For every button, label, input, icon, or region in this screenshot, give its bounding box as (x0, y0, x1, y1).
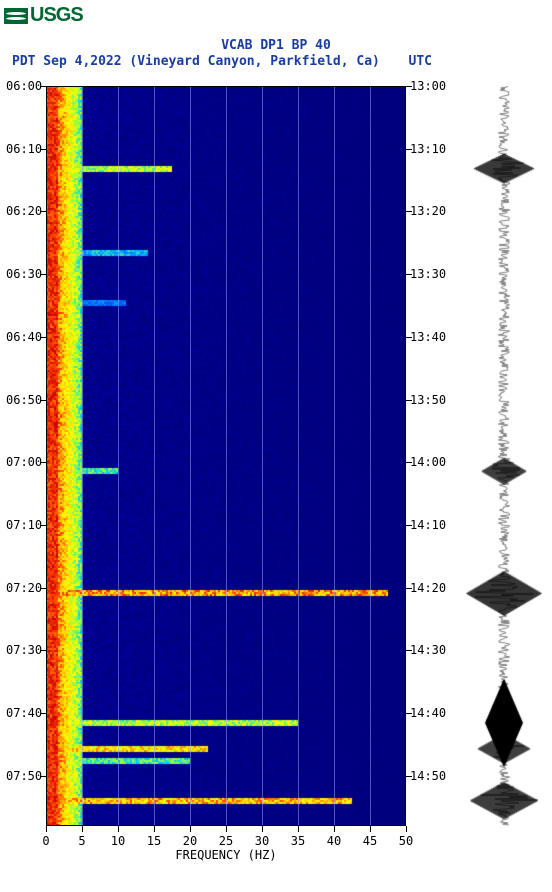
x-tick-label: 45 (363, 834, 377, 848)
pdt-tick-label: 06:10 (6, 142, 42, 156)
x-tick-label: 20 (183, 834, 197, 848)
pdt-tick-label: 06:20 (6, 204, 42, 218)
chart-title: VCAB DP1 BP 40 (0, 38, 552, 53)
utc-tick-label: 13:20 (410, 204, 446, 218)
utc-tick-label: 14:30 (410, 643, 446, 657)
x-tick-label: 40 (327, 834, 341, 848)
utc-tick-label: 14:40 (410, 706, 446, 720)
utc-tick-label: 14:50 (410, 769, 446, 783)
x-tick-label: 5 (78, 834, 85, 848)
x-tick-label: 35 (291, 834, 305, 848)
pdt-tick-label: 07:20 (6, 581, 42, 595)
x-tick-label: 50 (399, 834, 413, 848)
x-tick-label: 0 (42, 834, 49, 848)
usgs-logo: USGS (4, 4, 83, 27)
logo-wave-icon (4, 8, 28, 24)
pdt-tick-label: 06:30 (6, 267, 42, 281)
utc-tick-label: 13:50 (410, 393, 446, 407)
utc-tick-label: 14:00 (410, 455, 446, 469)
pdt-tick-label: 07:50 (6, 769, 42, 783)
utc-tick-label: 13:40 (410, 330, 446, 344)
x-tick-label: 15 (147, 834, 161, 848)
seismogram-canvas (464, 86, 544, 826)
seismogram-trace (464, 86, 544, 826)
pdt-tick-label: 06:00 (6, 79, 42, 93)
x-tick-label: 30 (255, 834, 269, 848)
pdt-tick-label: 07:40 (6, 706, 42, 720)
pdt-tick-label: 06:40 (6, 330, 42, 344)
utc-tick-label: 14:20 (410, 581, 446, 595)
x-tick-label: 25 (219, 834, 233, 848)
pdt-tick-label: 06:50 (6, 393, 42, 407)
pdt-tick-label: 07:00 (6, 455, 42, 469)
x-axis-label: FREQUENCY (HZ) (46, 848, 406, 862)
subtitle-left: PDT Sep 4,2022 (Vineyard Canyon, Parkfie… (12, 54, 380, 69)
pdt-tick-label: 07:30 (6, 643, 42, 657)
logo-text: USGS (30, 4, 83, 26)
subtitle-right: UTC (409, 54, 432, 69)
utc-tick-label: 14:10 (410, 518, 446, 532)
utc-tick-label: 13:10 (410, 142, 446, 156)
utc-tick-label: 13:30 (410, 267, 446, 281)
utc-tick-label: 13:00 (410, 79, 446, 93)
x-tick-label: 10 (111, 834, 125, 848)
pdt-tick-label: 07:10 (6, 518, 42, 532)
